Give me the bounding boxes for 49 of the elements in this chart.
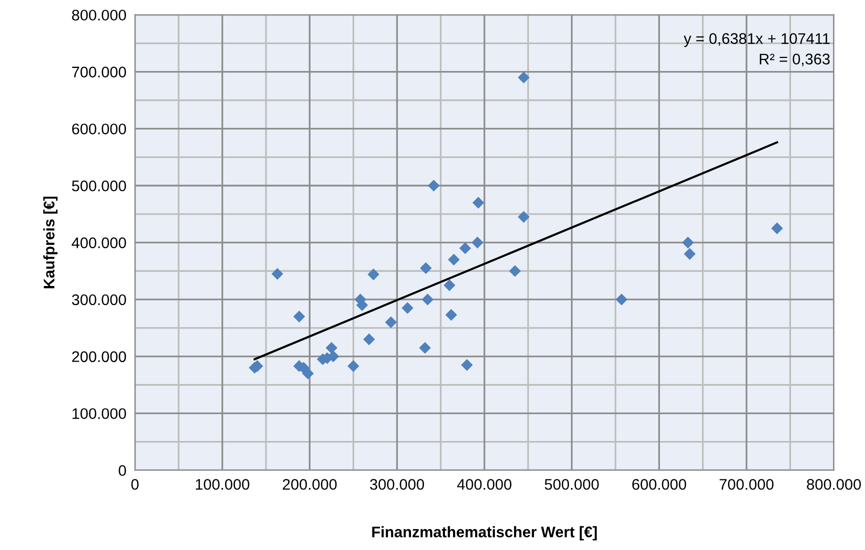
point <box>363 333 375 346</box>
point <box>302 368 314 380</box>
x-tick-label: 800.000 <box>806 478 861 490</box>
point <box>444 279 456 292</box>
x-tick-label: 0 <box>131 478 139 490</box>
y-tick-label: 100.000 <box>72 408 126 420</box>
point <box>518 72 530 84</box>
x-tick-label: 700.000 <box>720 478 774 490</box>
point <box>385 316 397 328</box>
point <box>459 242 472 254</box>
point <box>472 196 484 209</box>
point <box>461 359 473 371</box>
y-tick-label: 800.000 <box>72 10 126 21</box>
point <box>419 342 431 354</box>
y-tick-label: 700.000 <box>72 66 126 78</box>
y-tick-label: 0 <box>118 465 126 476</box>
x-tick-label: 200.000 <box>282 478 337 490</box>
point <box>347 360 360 372</box>
x-axis-title: Finanzmathematischer Wert [€] <box>372 526 597 540</box>
point <box>472 236 484 248</box>
point <box>445 308 458 321</box>
point <box>616 294 628 306</box>
point <box>402 302 414 314</box>
y-tick-label: 300.000 <box>72 294 126 306</box>
point <box>326 342 338 354</box>
x-tick-label: 100.000 <box>196 478 250 490</box>
x-tick-label: 400.000 <box>457 478 512 490</box>
y-tick-label: 600.000 <box>72 124 126 134</box>
annotation: y = 0,6381x + 107411 <box>684 33 830 48</box>
annotation: R² = 0,363 <box>760 54 830 66</box>
point <box>771 222 783 234</box>
point <box>448 254 460 266</box>
point <box>368 268 380 280</box>
point <box>420 262 432 274</box>
point <box>293 310 306 322</box>
point <box>518 211 530 223</box>
point <box>682 236 694 248</box>
x-tick-label: 500.000 <box>544 478 599 490</box>
x-tick-label: 600.000 <box>632 478 686 490</box>
x-tick-label: 300.000 <box>370 478 424 490</box>
point <box>684 248 696 260</box>
point <box>509 265 521 277</box>
y-tick-label: 200.000 <box>72 351 126 362</box>
point <box>422 294 434 306</box>
y-tick-label: 400.000 <box>72 237 126 248</box>
y-tick-label: 500.000 <box>72 180 126 192</box>
y-axis-title: Kaufpreis [€] <box>43 196 58 288</box>
point <box>271 268 284 280</box>
point <box>428 180 440 192</box>
